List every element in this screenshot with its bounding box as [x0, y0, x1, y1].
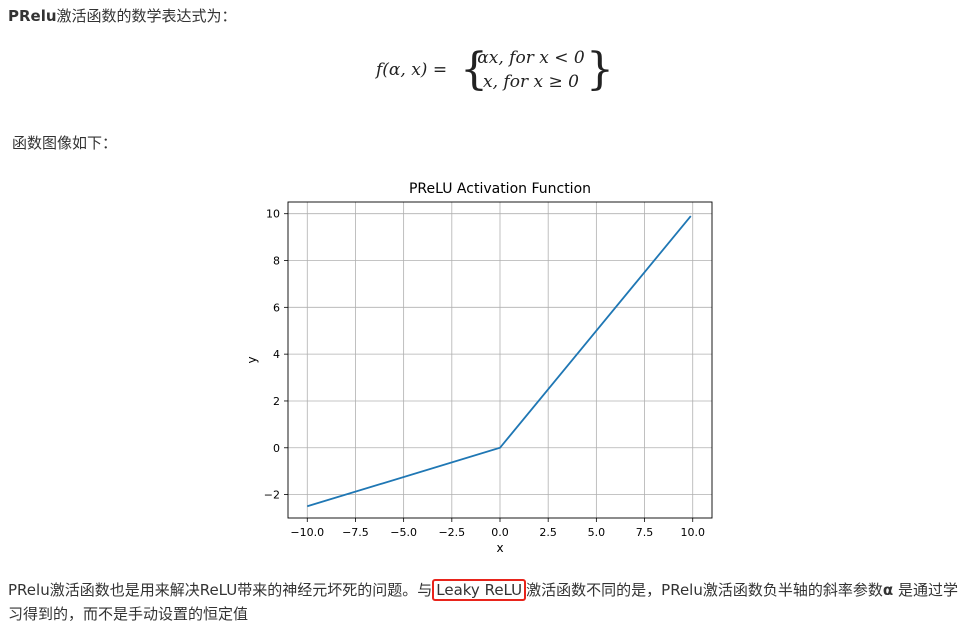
- x-tick-label: 7.5: [636, 526, 654, 539]
- formula-lhs: f(α, x) =: [376, 60, 448, 80]
- y-tick-label: 10: [266, 208, 280, 221]
- y-tick-label: 4: [273, 348, 280, 361]
- y-tick-label: 0: [273, 442, 280, 455]
- formula-close-brace: }: [586, 44, 614, 95]
- formula-case-positive: x, for x ≥ 0: [483, 72, 579, 92]
- y-tick-label: 8: [273, 255, 280, 268]
- intro-bold-term: PRelu: [8, 7, 57, 25]
- y-axis-label: y: [245, 356, 259, 363]
- prelu-chart: PReLU Activation Function −10.0 −7.5 −5.0 −2…: [245, 181, 713, 555]
- x-tick-label: −7.5: [342, 526, 369, 539]
- description-part-1: PRelu激活函数也是用来解决ReLU带来的神经元坏死的问题。与: [8, 581, 433, 599]
- chart-title: PReLU Activation Function: [409, 181, 591, 197]
- x-tick-label: −10.0: [290, 526, 324, 539]
- alpha-symbol: α: [882, 581, 894, 599]
- intro-line: PRelu激活函数的数学表达式为：: [8, 4, 237, 28]
- x-tick-label: 5.0: [588, 526, 606, 539]
- prelu-series-line: [307, 215, 692, 508]
- x-tick-label: −2.5: [438, 526, 465, 539]
- x-tick-label: 2.5: [539, 526, 557, 539]
- description-part-2: 激活函数不同的是，PRelu激活函数负半轴的斜率参数: [526, 581, 883, 599]
- y-tick-label: 2: [273, 395, 280, 408]
- leaky-relu-highlight: Leaky ReLU: [432, 579, 527, 601]
- x-tick-label: 10.0: [680, 526, 705, 539]
- x-axis-label: x: [496, 541, 503, 555]
- plot-frame: [287, 201, 713, 519]
- y-tick-label: −2: [264, 489, 280, 502]
- description-paragraph: PRelu激活函数也是用来解决ReLU带来的神经元坏死的问题。与 Leaky Re…: [8, 578, 972, 626]
- formula-case-negative: αx, for x < 0: [477, 48, 585, 68]
- chart-intro-text: 函数图像如下：: [12, 134, 118, 152]
- y-tick-label: 6: [273, 301, 280, 314]
- formula-open-brace: {: [460, 44, 488, 95]
- x-tick-label: 0.0: [491, 526, 509, 539]
- intro-text: 激活函数的数学表达式为：: [56, 7, 237, 25]
- description-part-3: 是通过学习得到的，而不是手动设置的恒定值: [8, 581, 958, 623]
- prelu-formula: f(α, x) = { αx, for x < 0 x, for x ≥ 0 }: [372, 44, 614, 100]
- x-tick-label: −5.0: [390, 526, 417, 539]
